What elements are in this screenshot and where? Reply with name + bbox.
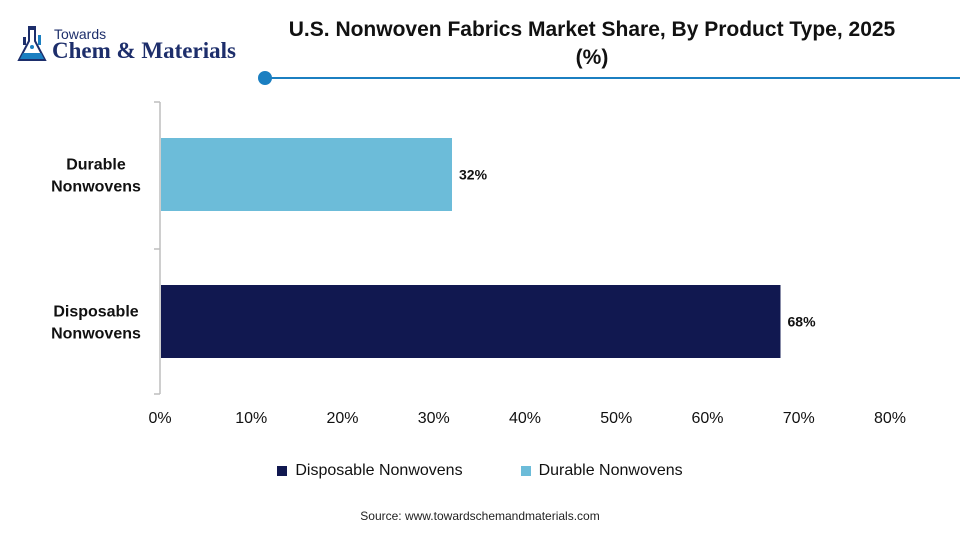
source-note: Source: www.towardschemandmaterials.com bbox=[360, 509, 600, 523]
title-divider bbox=[265, 77, 960, 79]
x-tick-label: 20% bbox=[326, 410, 358, 427]
legend-label-disposable: Disposable Nonwovens bbox=[295, 462, 463, 479]
logo-text-small: Towards bbox=[54, 26, 107, 42]
x-tick-label: 30% bbox=[418, 410, 450, 427]
chart-title: U.S. Nonwoven Fabrics Market Share, By P… bbox=[288, 18, 896, 69]
brand-logo: Towards Chem & Materials bbox=[14, 22, 254, 68]
legend-swatch-disposable bbox=[277, 466, 288, 476]
bar bbox=[161, 138, 452, 211]
chart-legend: Disposable Nonwovens Durable Nonwovens bbox=[0, 462, 960, 480]
legend-swatch-durable bbox=[520, 466, 531, 476]
category-label: Disposable bbox=[53, 304, 138, 321]
data-label: 68% bbox=[788, 314, 817, 330]
data-label: 32% bbox=[459, 167, 488, 183]
x-tick-label: 50% bbox=[600, 410, 632, 427]
x-tick-label: 80% bbox=[874, 410, 906, 427]
legend-item-durable: Durable Nonwovens bbox=[520, 462, 683, 480]
x-tick-label: 40% bbox=[509, 410, 541, 427]
bar bbox=[161, 285, 781, 358]
category-label: Durable bbox=[66, 157, 126, 174]
x-tick-label: 60% bbox=[691, 410, 723, 427]
logo-text-big: Chem & Materials bbox=[52, 38, 236, 63]
legend-label-durable: Durable Nonwovens bbox=[538, 462, 683, 479]
category-label: Nonwovens bbox=[51, 179, 141, 196]
x-tick-label: 0% bbox=[148, 410, 171, 427]
x-tick-label: 10% bbox=[235, 410, 267, 427]
legend-item-disposable: Disposable Nonwovens bbox=[277, 462, 463, 480]
category-label: Nonwovens bbox=[51, 326, 141, 343]
flask-logo-icon bbox=[17, 26, 47, 61]
x-tick-label: 70% bbox=[783, 410, 815, 427]
